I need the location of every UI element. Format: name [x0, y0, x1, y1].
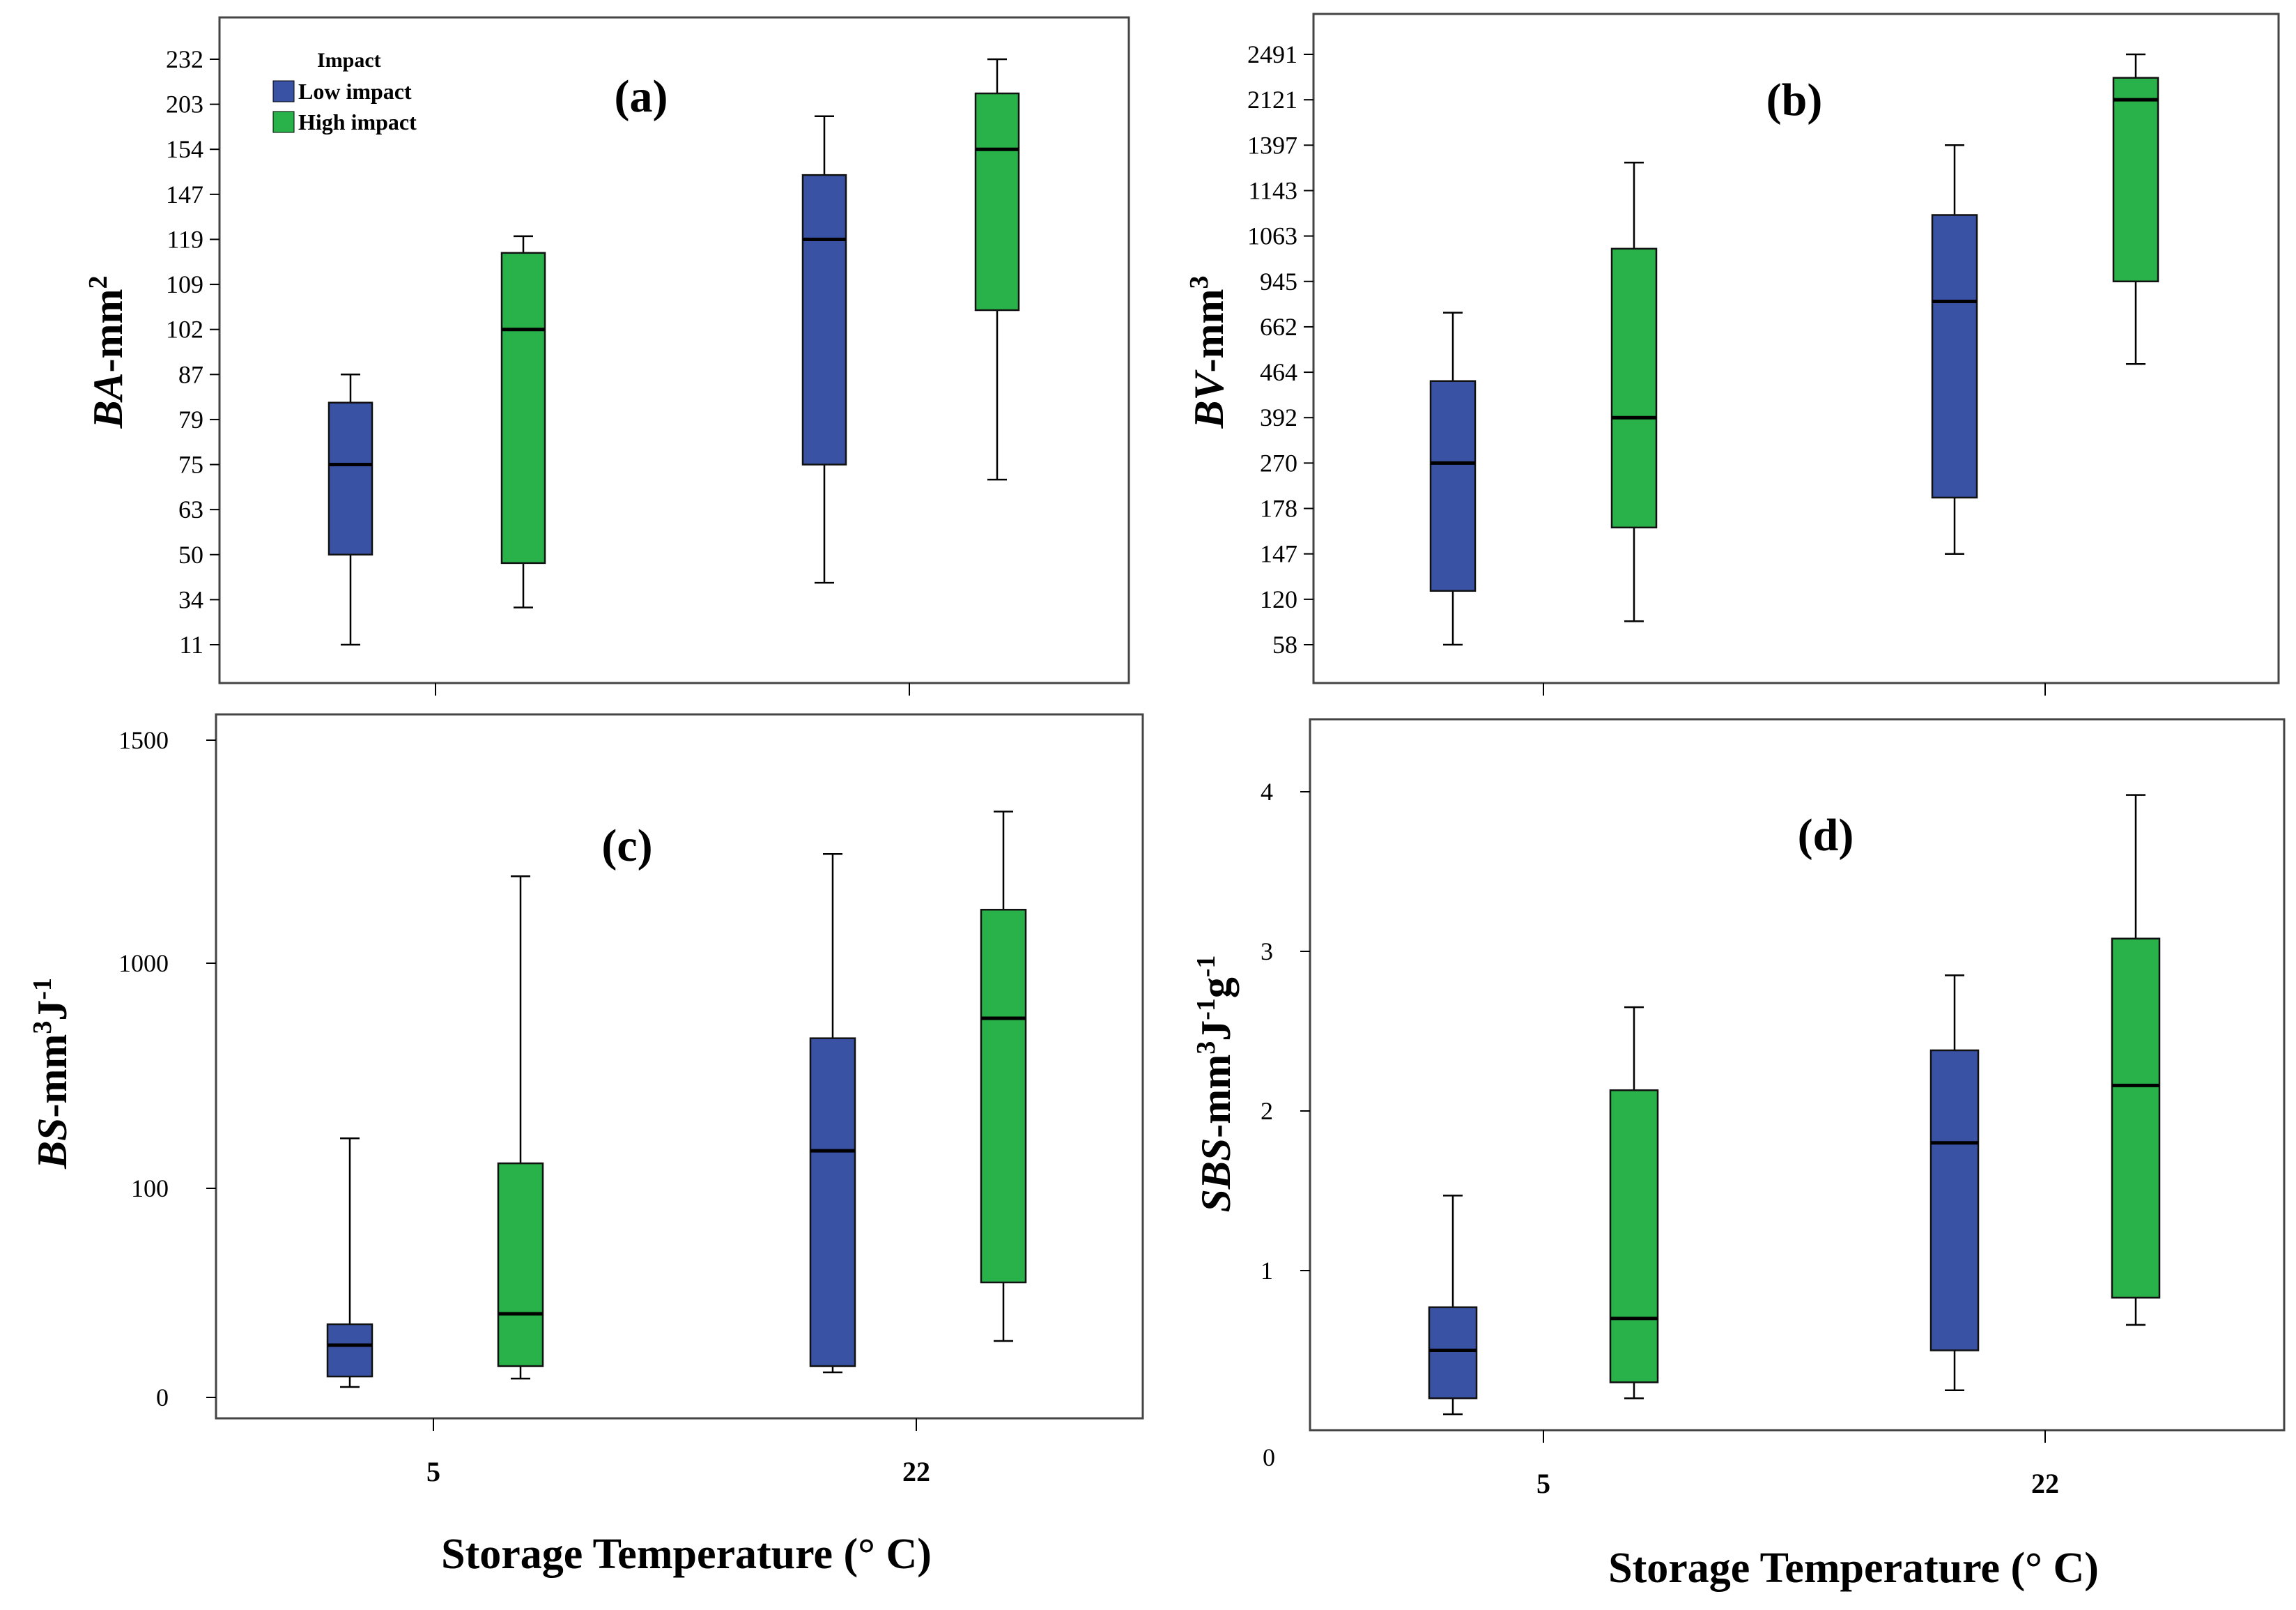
box-iqr	[1609, 1089, 1659, 1383]
y-tick-label: 58	[1272, 631, 1297, 659]
box-iqr	[974, 92, 1020, 312]
box-iqr	[2112, 77, 2159, 283]
box-high-impact-5	[1609, 1006, 1659, 1400]
y-tick-label: 662	[1260, 313, 1297, 341]
y-tick-label: 178	[1260, 495, 1297, 523]
box-low-impact-22	[801, 115, 847, 584]
box-iqr	[1929, 1049, 1980, 1351]
y-tick-label-zero: 0	[1263, 1443, 1275, 1471]
y-tick-label: 4	[1261, 778, 1273, 806]
box-low-impact-5	[1429, 312, 1477, 646]
box-iqr	[1931, 214, 1978, 499]
box-iqr	[809, 1037, 856, 1367]
y-tick-label: 109	[166, 270, 203, 298]
box-low-impact-5	[1428, 1195, 1478, 1416]
legend-label-high-impact: High impact	[298, 109, 417, 135]
plot-frame	[215, 713, 1144, 1420]
x-axis-title-right: Storage Temperature (° C)	[1608, 1544, 2099, 1592]
plot-frame	[1312, 13, 2280, 684]
box-iqr	[1428, 1306, 1478, 1400]
plot-frame	[218, 16, 1130, 684]
plot-frame	[1309, 718, 2286, 1432]
y-tick-label: 50	[178, 541, 203, 569]
y-tick-label: 2491	[1247, 40, 1297, 68]
x-axis-title-left: Storage Temperature (° C)	[441, 1531, 932, 1578]
y-axis-label: BA-mm2	[84, 276, 131, 429]
box-high-impact-5	[500, 235, 546, 608]
y-tick-label: 1000	[118, 949, 169, 977]
box-low-impact-22	[1931, 144, 1978, 555]
box-high-impact-5	[497, 875, 544, 1380]
y-tick-label: 100	[131, 1174, 169, 1202]
y-tick-label: 154	[166, 135, 203, 163]
y-tick-label: 203	[166, 91, 203, 118]
box-high-impact-22	[2111, 794, 2161, 1326]
y-tick-label: 1500	[118, 726, 169, 754]
y-tick-label: 1	[1261, 1257, 1273, 1285]
box-iqr	[497, 1162, 544, 1367]
y-tick-label: 0	[156, 1383, 169, 1411]
y-tick-label: 232	[166, 45, 203, 73]
panel-a: 11 34 50 63 75 79 87 102 109 119 147 154 203 232 (a) BA…	[84, 16, 1130, 696]
box-iqr	[328, 401, 373, 556]
y-axis-label: BV-mm3	[1185, 276, 1232, 429]
legend-label-low-impact: Low impact	[298, 79, 412, 104]
panel-b: 58 120 147 178 270 392 464 662 945 1063 1143 1397 21…	[1185, 13, 2280, 696]
y-tick-label: 945	[1260, 268, 1297, 296]
box-high-impact-5	[1610, 161, 1658, 622]
panel-d: 1 2 3 4 0 5 22 (d) SBS-mm3J-1g-1	[1192, 718, 2286, 1499]
panel-label: (a)	[615, 71, 668, 122]
panel-label: (b)	[1766, 75, 1823, 125]
panels: 11345063757987102109119147154203232(a)BA…	[28, 13, 2286, 1499]
y-tick-label: 119	[167, 225, 203, 253]
y-tick-label: 87	[178, 360, 203, 388]
y-tick-label: 147	[1260, 540, 1297, 568]
y-tick-label: 2121	[1247, 86, 1297, 114]
box-iqr	[326, 1323, 373, 1378]
box-iqr	[1610, 247, 1658, 529]
y-tick-label: 75	[178, 451, 203, 479]
y-tick-label: 120	[1260, 585, 1297, 613]
y-tick-label: 11	[179, 631, 203, 659]
box-iqr	[801, 174, 847, 466]
y-tick-label: 63	[178, 496, 203, 523]
y-tick-label: 1063	[1247, 222, 1297, 250]
panel-label: (c)	[601, 820, 652, 871]
panel-label: (d)	[1798, 810, 1854, 861]
box-iqr	[2111, 937, 2161, 1299]
box-low-impact-22	[1929, 974, 1980, 1391]
box-low-impact-22	[809, 852, 856, 1374]
y-tick-label: 1397	[1247, 131, 1297, 159]
legend-swatch-low-impact	[272, 80, 295, 102]
y-axis-label: SBS-mm3J-1g-1	[1192, 955, 1239, 1212]
box-high-impact-22	[980, 811, 1027, 1342]
box-low-impact-5	[326, 1137, 373, 1388]
y-tick-label: 464	[1260, 358, 1297, 386]
y-tick-label: 3	[1261, 937, 1273, 965]
y-tick-label: 34	[178, 585, 203, 613]
box-high-impact-22	[974, 58, 1020, 481]
y-tick-label: 79	[178, 406, 203, 434]
x-tick-label: 22	[2031, 1468, 2059, 1499]
y-tick-label: 102	[166, 316, 203, 344]
y-tick-label: 147	[166, 181, 203, 208]
y-tick-label: 270	[1260, 449, 1297, 477]
box-iqr	[1429, 380, 1477, 592]
legend: Impact Low impact High impact	[272, 49, 417, 135]
y-tick-label: 392	[1260, 404, 1297, 431]
y-tick-label: 2	[1261, 1097, 1273, 1125]
panel-c: 0 100 1000 1500 5 22 (c) BS-mm3J-1	[28, 713, 1144, 1487]
legend-swatch-high-impact	[272, 111, 295, 133]
y-axis-label: BS-mm3J-1	[28, 978, 75, 1170]
box-iqr	[500, 252, 546, 565]
x-tick-label: 5	[1536, 1468, 1550, 1499]
box-low-impact-5	[328, 374, 373, 646]
x-tick-label: 5	[426, 1456, 440, 1487]
legend-title: Impact	[317, 49, 381, 72]
x-tick-label: 22	[902, 1456, 930, 1487]
box-iqr	[980, 908, 1027, 1284]
box-high-impact-22	[2112, 53, 2159, 365]
y-tick-label: 1143	[1248, 176, 1297, 204]
